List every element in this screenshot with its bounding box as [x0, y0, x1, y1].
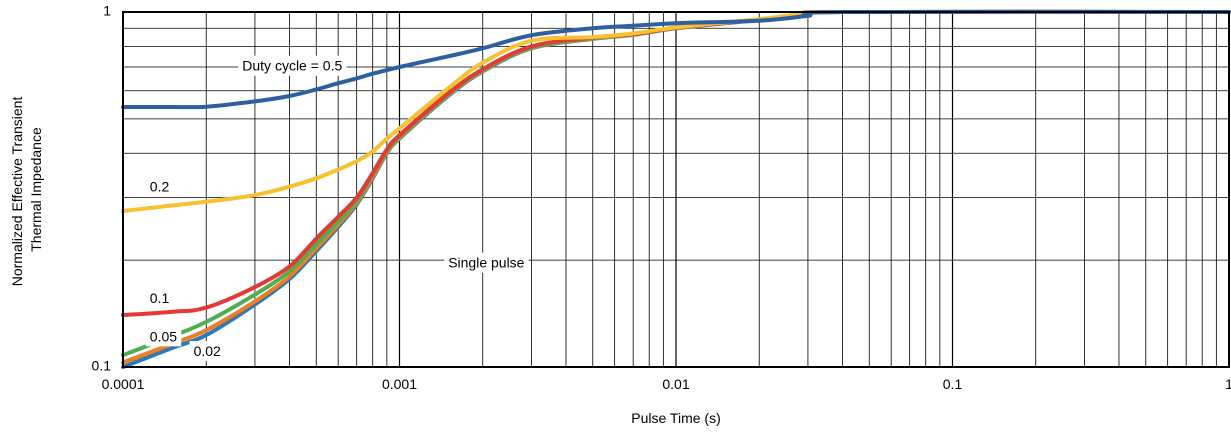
- annotation-text: 0.05: [150, 328, 177, 344]
- annotation-background: [444, 252, 529, 273]
- annotation-text: 0.2: [150, 178, 170, 194]
- annotation-label: Duty cycle = 0.5: [238, 55, 347, 76]
- y-tick-label: 0.1: [92, 358, 112, 374]
- annotation-background: [145, 326, 182, 347]
- annotation-label: 0.1: [145, 288, 174, 309]
- series-line-duty-cycle-0-5: [121, 9, 1231, 110]
- annotation-text: 0.02: [194, 343, 221, 359]
- annotation-background: [145, 288, 174, 309]
- annotation-label: 0.05: [145, 326, 182, 347]
- annotation-background: [145, 176, 174, 197]
- annotation-label: 0.02: [189, 341, 226, 362]
- chart-series: [121, 9, 1231, 369]
- x-tick-label: 0.1: [943, 376, 963, 392]
- x-tick-label: 1: [1225, 376, 1231, 392]
- annotation-background: [189, 341, 226, 362]
- axis-tick-labels: 0.0001 0.001 0.01 0.1 1 0.1 1: [92, 3, 1231, 392]
- annotation-background: [238, 55, 347, 76]
- y-axis-title: Normalized Effective Transient Thermal I…: [9, 93, 44, 287]
- plot-frame: [122, 11, 1230, 368]
- annotation-label: Single pulse: [444, 252, 529, 273]
- y-axis-title-line-2: Thermal Impedance: [28, 127, 44, 252]
- x-tick-label: 0.001: [382, 376, 417, 392]
- x-axis-title: Pulse Time (s): [631, 410, 720, 426]
- y-tick-label: 1: [103, 3, 111, 19]
- annotation-text: 0.1: [150, 290, 170, 306]
- x-tick-label: 0.0001: [102, 376, 145, 392]
- x-tick-label: 0.01: [662, 376, 689, 392]
- annotation-label: 0.2: [145, 176, 174, 197]
- annotation-text: Duty cycle = 0.5: [242, 58, 342, 74]
- chart-annotations: Duty cycle = 0.5 0.2 Single pulse 0.1 0.05 0.…: [145, 55, 529, 362]
- y-axis-title-line-1: Normalized Effective Transient: [9, 97, 25, 287]
- annotation-text: Single pulse: [448, 255, 524, 271]
